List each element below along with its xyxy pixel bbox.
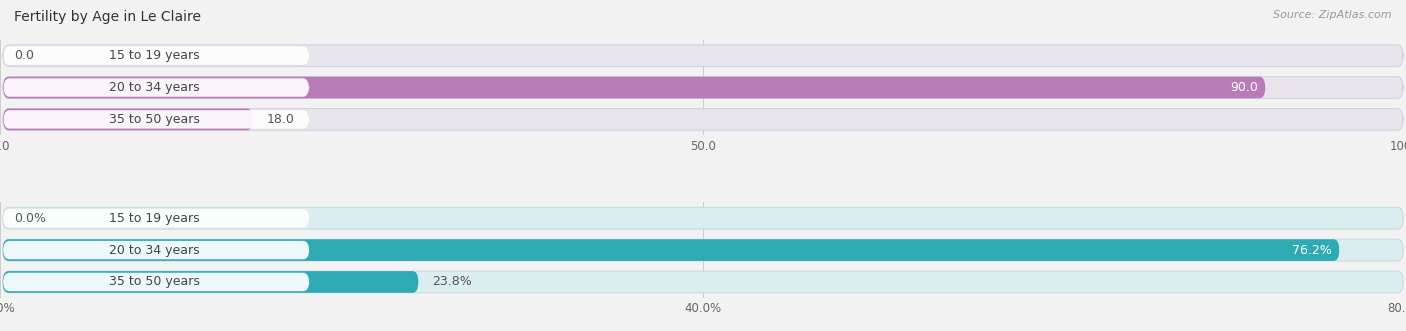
Text: 0.0%: 0.0% [14,212,46,225]
FancyBboxPatch shape [3,109,253,130]
FancyBboxPatch shape [3,209,309,227]
Text: 35 to 50 years: 35 to 50 years [110,113,200,126]
FancyBboxPatch shape [3,77,1403,98]
Text: Source: ZipAtlas.com: Source: ZipAtlas.com [1274,10,1392,20]
Text: 20 to 34 years: 20 to 34 years [110,244,200,257]
Text: 15 to 19 years: 15 to 19 years [110,49,200,62]
Text: 76.2%: 76.2% [1292,244,1333,257]
FancyBboxPatch shape [3,109,1403,130]
FancyBboxPatch shape [3,273,309,291]
FancyBboxPatch shape [3,271,419,293]
Text: 35 to 50 years: 35 to 50 years [110,275,200,288]
Text: 18.0: 18.0 [267,113,295,126]
FancyBboxPatch shape [3,208,1403,229]
FancyBboxPatch shape [3,271,1403,293]
Text: 0.0: 0.0 [14,49,34,62]
FancyBboxPatch shape [3,239,1339,261]
FancyBboxPatch shape [3,78,309,97]
Text: 20 to 34 years: 20 to 34 years [110,81,200,94]
FancyBboxPatch shape [3,45,1403,67]
FancyBboxPatch shape [3,77,1265,98]
Text: 23.8%: 23.8% [433,275,472,288]
FancyBboxPatch shape [3,110,309,129]
Text: 15 to 19 years: 15 to 19 years [110,212,200,225]
Text: 90.0: 90.0 [1230,81,1258,94]
FancyBboxPatch shape [3,241,309,259]
Text: Fertility by Age in Le Claire: Fertility by Age in Le Claire [14,10,201,24]
FancyBboxPatch shape [3,46,309,65]
FancyBboxPatch shape [3,239,1403,261]
